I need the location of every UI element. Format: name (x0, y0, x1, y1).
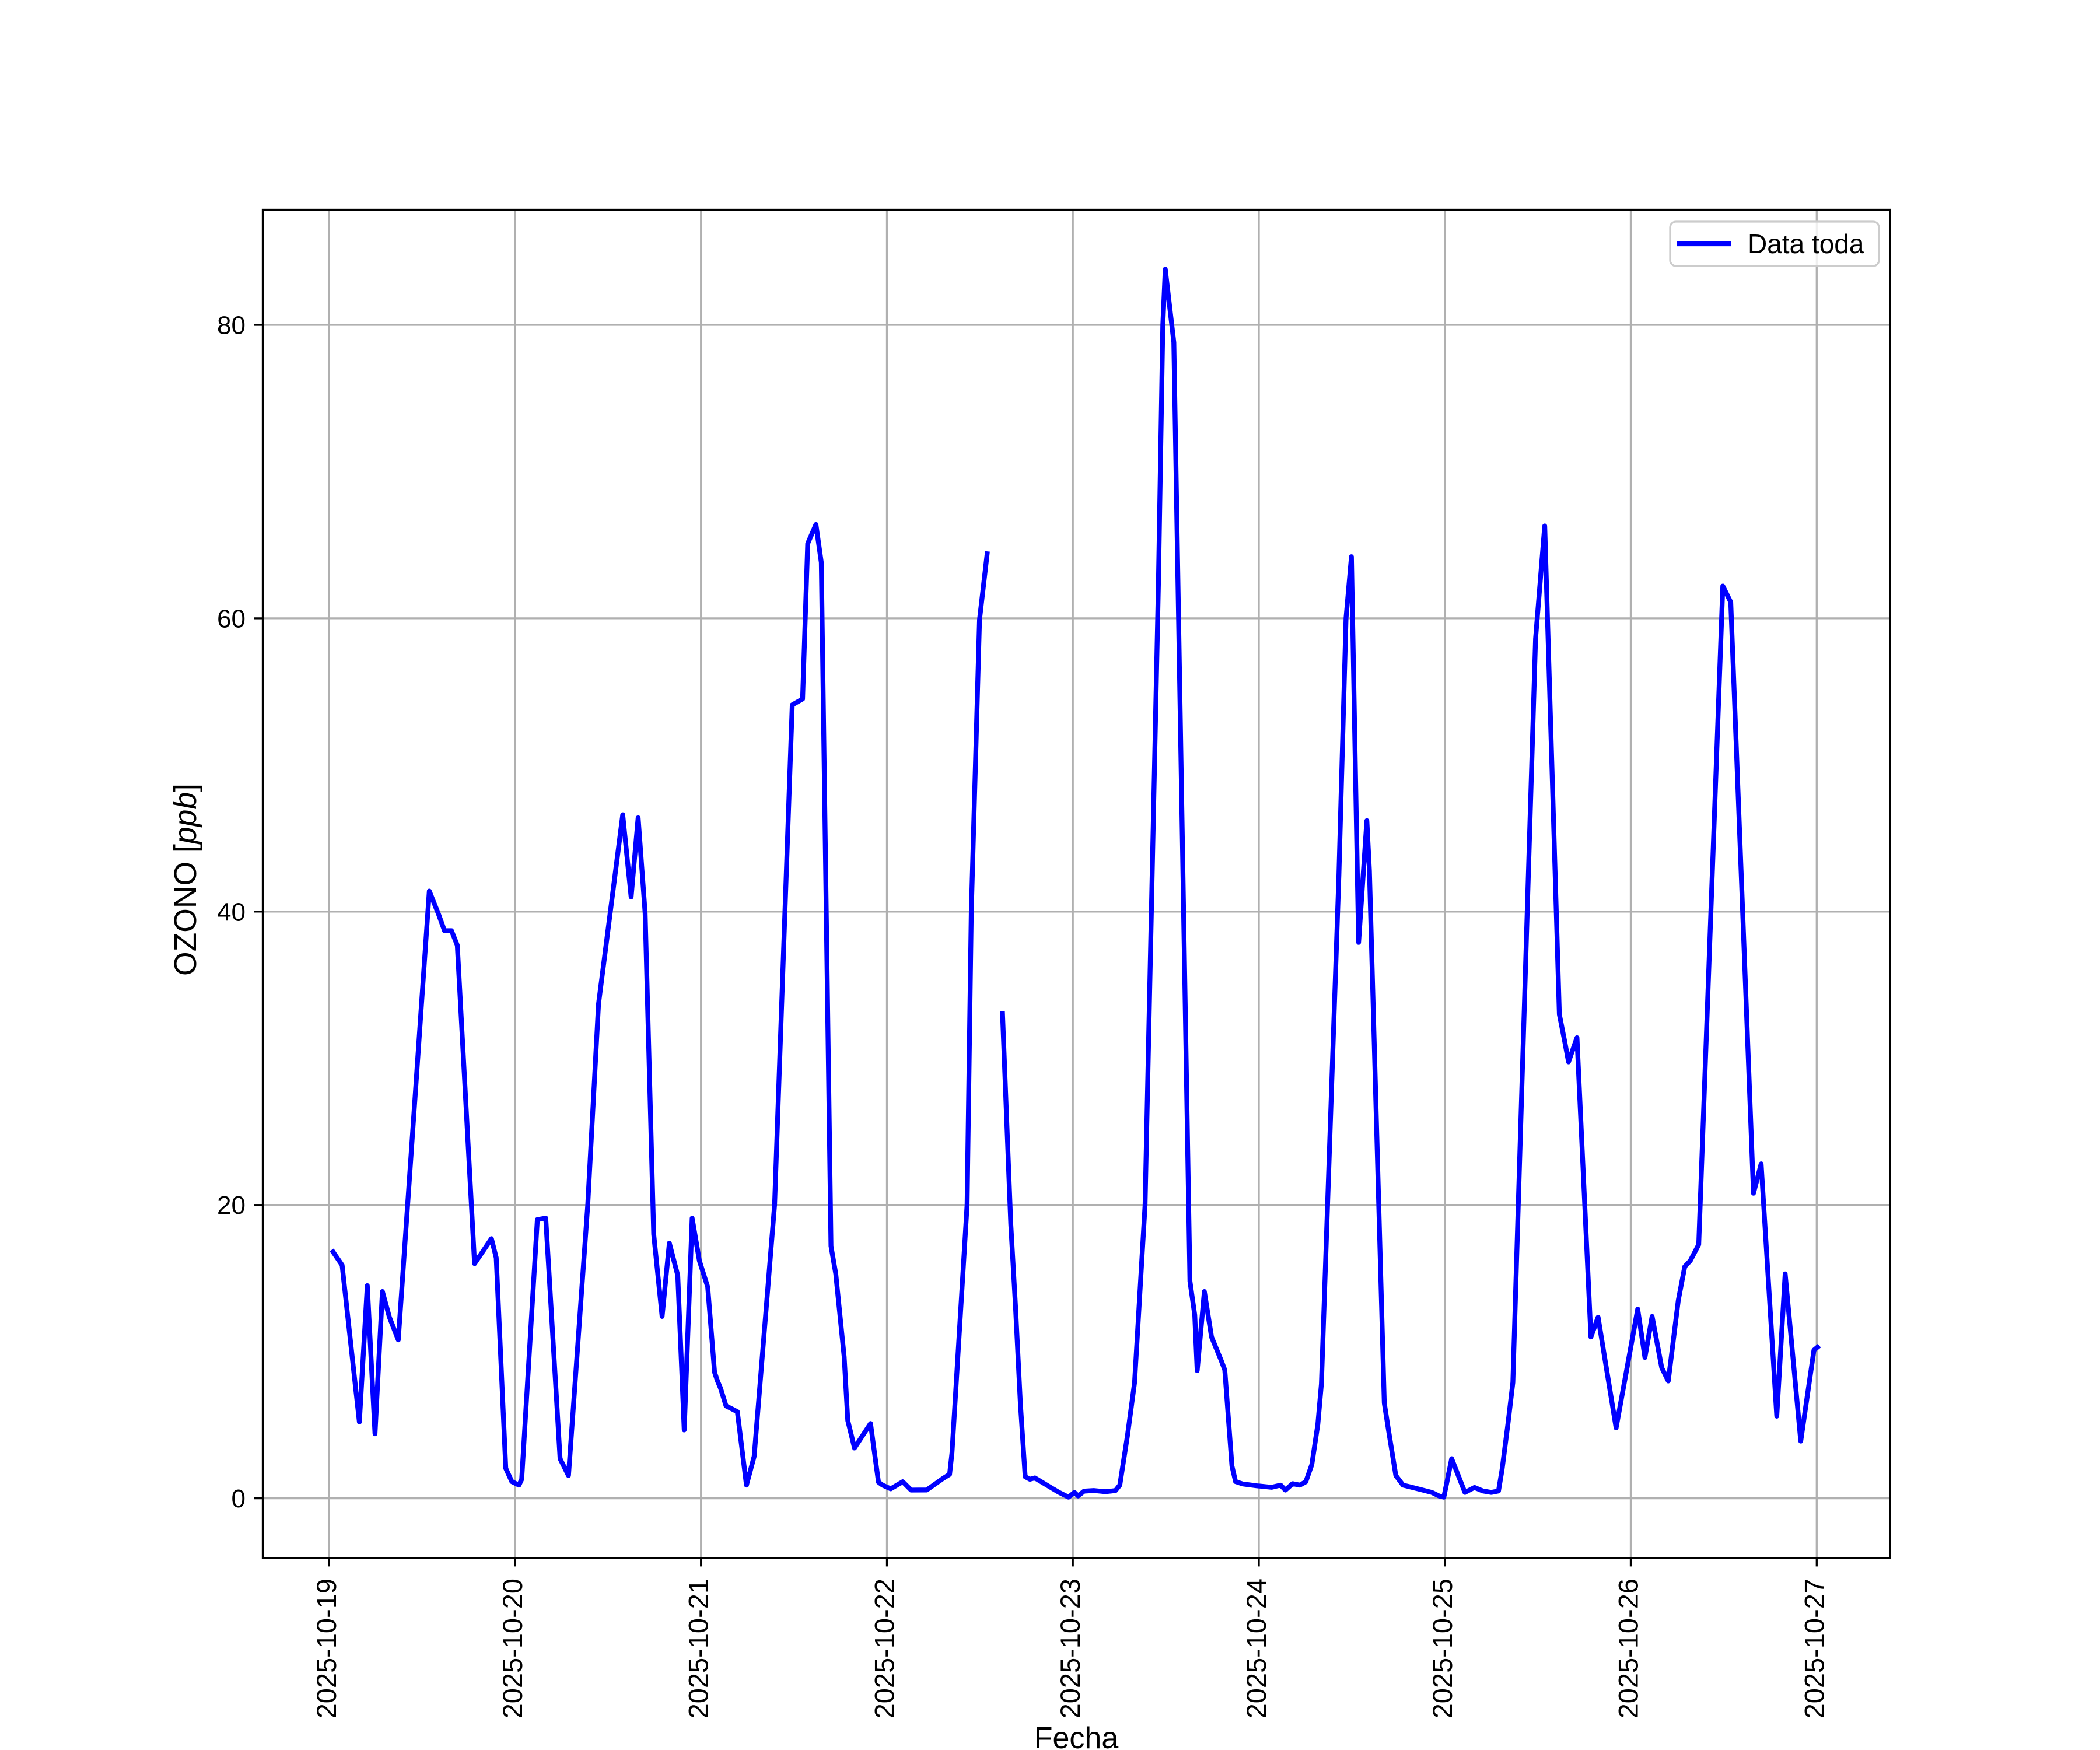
svg-text:2025-10-19: 2025-10-19 (311, 1578, 342, 1718)
svg-text:2025-10-25: 2025-10-25 (1427, 1578, 1458, 1718)
svg-text:80: 80 (217, 312, 246, 340)
svg-text:60: 60 (217, 604, 246, 633)
svg-text:Fecha: Fecha (1034, 1721, 1119, 1750)
svg-text:2025-10-24: 2025-10-24 (1241, 1578, 1272, 1718)
svg-text:2025-10-26: 2025-10-26 (1613, 1578, 1644, 1718)
svg-text:0: 0 (232, 1485, 246, 1513)
svg-text:2025-10-20: 2025-10-20 (497, 1578, 528, 1718)
svg-text:40: 40 (217, 898, 246, 926)
svg-text:2025-10-22: 2025-10-22 (869, 1578, 900, 1718)
svg-text:2025-10-21: 2025-10-21 (683, 1578, 714, 1718)
svg-text:20: 20 (217, 1191, 246, 1220)
svg-text:OZONO [ppb]: OZONO [ppb] (169, 783, 203, 976)
svg-text:Data toda: Data toda (1748, 229, 1864, 259)
svg-text:2025-10-23: 2025-10-23 (1055, 1578, 1086, 1718)
svg-text:2025-10-27: 2025-10-27 (1798, 1578, 1829, 1718)
